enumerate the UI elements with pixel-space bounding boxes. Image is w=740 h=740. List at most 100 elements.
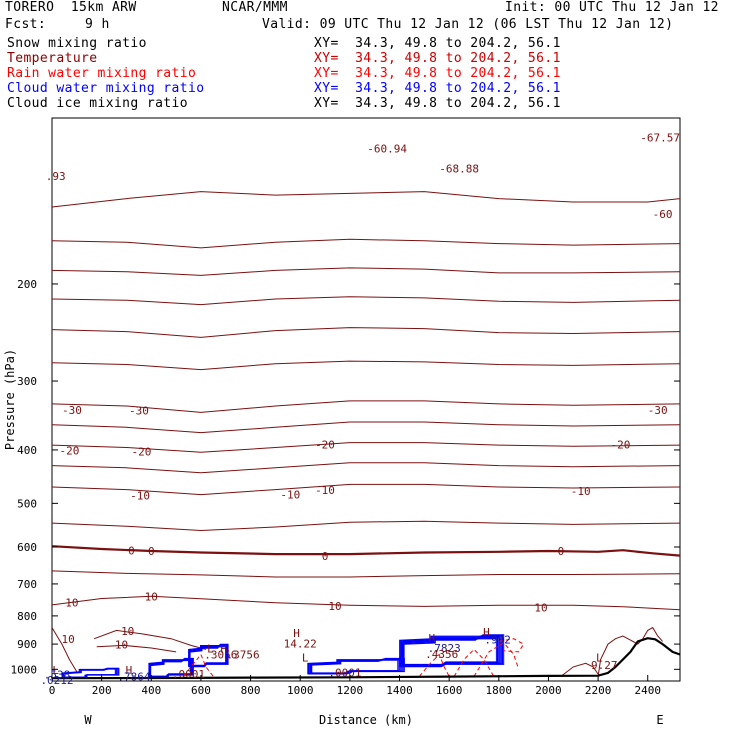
model-title: TORERO 15km ARW (5, 0, 137, 15)
field-name-snow: Snow mixing ratio (7, 36, 147, 51)
terrain-group (51, 637, 681, 680)
valid-time: Valid: 09 UTC Thu 12 Jan 12 (06 LST Thu … (262, 17, 674, 32)
annotation-label: 10 (534, 601, 547, 614)
annotation-label: L (52, 664, 59, 677)
mountain-contour-0 (597, 626, 663, 677)
warm-contour-2 (96, 644, 177, 653)
x-tick-label: 1800 (486, 684, 513, 697)
annotation-label: H (483, 626, 490, 639)
axes-group: 0 200 400 600 800 1000 1200 1400 1600 1800 2000 220… (3, 278, 680, 727)
isotherm-10 (51, 595, 681, 611)
annotation-label: -68.88 (439, 163, 479, 176)
field-name-temperature: Temperature (7, 51, 98, 66)
annotation-label: 0 (148, 545, 155, 558)
field-xy-rain: XY= 34.3, 49.8 to 204.2, 56.1 (314, 66, 561, 81)
y-tick-label: 200 (17, 278, 37, 291)
y-tick-label: 900 (17, 638, 37, 651)
isotherm-5 (51, 570, 681, 578)
y-tick-label: 800 (17, 610, 37, 623)
annotation-group: .93 -60.94 -68.88 -67.57 -60 -30 -30 -30 -20 -20 -… (40, 132, 680, 687)
cloud-water-contour-4-8 (403, 638, 498, 665)
annotation-label: L H (207, 642, 227, 655)
cloud-water-contour-4-5 (401, 636, 501, 666)
cloud-water-contour-4-9 (403, 638, 497, 665)
isotherm-minus-35 (51, 360, 681, 371)
annotation-label: .3056 (204, 649, 237, 662)
annotation-label: 10 (65, 597, 78, 610)
center-label: NCAR/MMM (222, 0, 288, 15)
field-xy-cloud-ice: XY= 34.3, 49.8 to 204.2, 56.1 (314, 96, 561, 111)
x-axis-label: Distance (km) (319, 713, 413, 727)
isotherm-0 (51, 545, 681, 557)
annotation-label: H (293, 627, 300, 640)
terrain-line (51, 637, 681, 680)
rain-contour-3 (473, 642, 520, 677)
annotation-label: -20 (315, 439, 335, 452)
annotation-label: 0 (322, 550, 329, 563)
annotation-label: -10 (571, 485, 591, 498)
west-end-label: W (84, 713, 92, 727)
field-xy-temperature: XY= 34.3, 49.8 to 204.2, 56.1 (314, 51, 561, 66)
annotation-label: -30 (129, 405, 149, 418)
rain-water-contours (183, 638, 525, 677)
annotation-label: H (428, 632, 435, 645)
annotation-label: .0212 (40, 674, 73, 687)
x-tick-label: 200 (92, 684, 112, 697)
y-tick-label: 1000 (11, 663, 38, 676)
forecast-label: Fcst: (5, 17, 47, 32)
isotherm-minus-25 (51, 421, 681, 434)
rain-contour-1 (419, 653, 450, 677)
x-tick-label: 0 (49, 684, 56, 697)
isotherm-minus-30 (51, 400, 681, 413)
x-tick-label: 2400 (634, 684, 661, 697)
annotation-label: -30 (648, 404, 668, 417)
annotation-label: .7864 (117, 671, 150, 684)
forecast-value: 9 h (85, 17, 110, 32)
field-name-cloud-ice: Cloud ice mixing ratio (7, 96, 188, 111)
isotherm-minus-5 (51, 520, 681, 532)
annotation-label: .0001 (328, 667, 361, 680)
cloud-water-contour-0-5 (63, 668, 116, 678)
annotation-label: -67.57 (640, 132, 680, 145)
annotation-label: -10 (315, 484, 335, 497)
annotation-label: .0001 (172, 668, 205, 681)
annotation-label: -30 (62, 404, 82, 417)
warm-contour-0 (51, 627, 78, 672)
annotation-label: -20 (131, 445, 151, 458)
east-end-label: E (656, 713, 663, 727)
x-tick-label: 2200 (585, 684, 612, 697)
annotation-label: .7823 (428, 642, 461, 655)
y-tick-label: 400 (17, 444, 37, 457)
annotation-label: 10 (61, 633, 74, 646)
x-tick-label: 800 (241, 684, 261, 697)
field-xy-snow: XY= 34.3, 49.8 to 204.2, 56.1 (314, 36, 561, 51)
x-tick-label: 400 (141, 684, 161, 697)
cloud-water-contour-4-6 (402, 637, 500, 666)
annotation-label: H (126, 664, 133, 677)
field-name-rain: Rain water mixing ratio (7, 66, 197, 81)
isotherm-minus-20 (51, 442, 681, 453)
annotation-label: 10 (145, 591, 158, 604)
annotation-label: -10 (280, 489, 300, 502)
annotation-label: L (596, 652, 603, 665)
isotherm-minus-15 (51, 462, 681, 474)
x-tick-label: 1200 (337, 684, 364, 697)
isotherm-minus-50 (51, 267, 681, 276)
annotation-label: 10 (328, 600, 341, 613)
y-tick-label: 300 (17, 375, 37, 388)
rain-contour-0 (183, 653, 214, 677)
x-tick-label: 600 (191, 684, 211, 697)
cloud-water-contour-2-6 (189, 646, 226, 666)
annotation-label: 10 (121, 625, 134, 638)
cloud-water-contours (61, 634, 505, 678)
annotation-label: -20 (610, 439, 630, 452)
isotherm-minus-55 (51, 238, 681, 249)
annotation-label: L (302, 652, 309, 665)
annotation-label: 14.22 (284, 638, 317, 651)
annotation-label: .93 (46, 170, 66, 183)
y-tick-label: 500 (17, 497, 37, 510)
annotation-label: 0 (558, 545, 565, 558)
x-tick-label: 1000 (287, 684, 314, 697)
plot-frame (51, 117, 681, 682)
